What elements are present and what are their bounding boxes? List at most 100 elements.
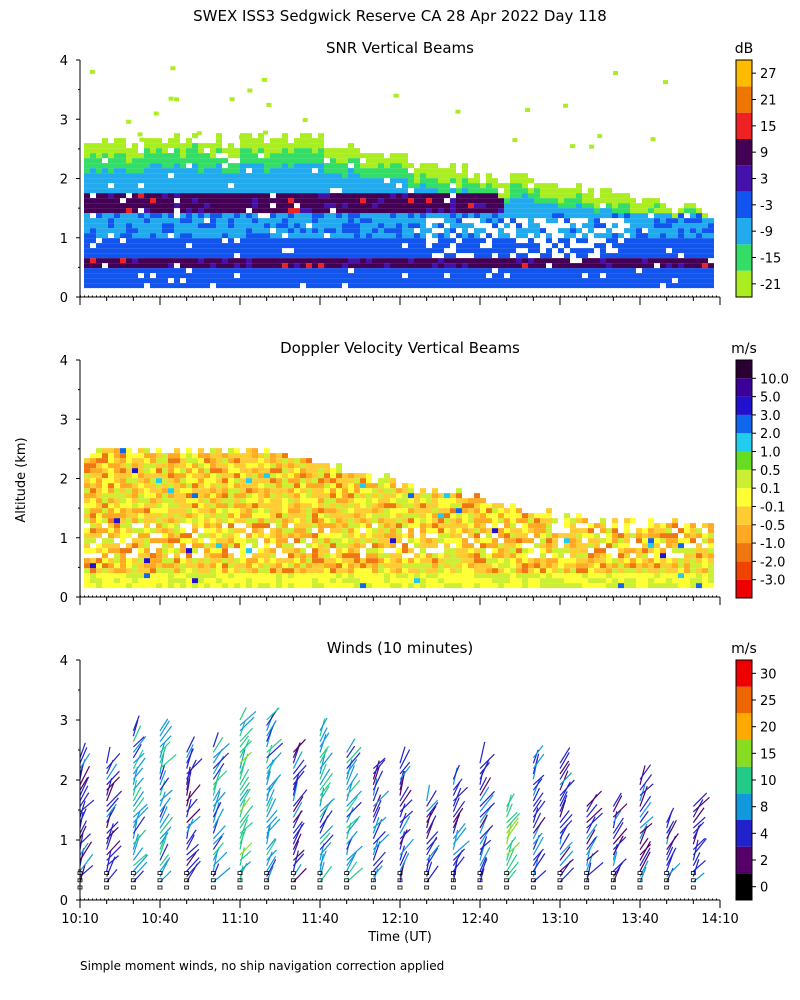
velocity-cell	[414, 503, 420, 509]
snr-cell	[582, 268, 588, 274]
snr-cell	[222, 218, 228, 224]
snr-cell	[198, 283, 204, 289]
snr-cell	[648, 268, 654, 274]
velocity-cell	[240, 468, 246, 474]
snr-cell	[246, 243, 252, 249]
velocity-cell	[390, 543, 396, 549]
velocity-cell	[156, 548, 162, 554]
velocity-cell	[444, 578, 450, 584]
velocity-cell	[126, 473, 132, 479]
snr-cell	[300, 213, 306, 219]
velocity-cell	[624, 553, 630, 559]
snr-cell	[150, 258, 156, 264]
wind-barb	[266, 774, 282, 791]
snr-cell	[114, 228, 120, 234]
snr-cell	[396, 278, 402, 284]
velocity-cell	[576, 538, 582, 544]
velocity-cell	[510, 533, 516, 539]
velocity-cell	[450, 528, 456, 534]
velocity-cell	[654, 568, 660, 574]
snr-cell	[534, 273, 540, 279]
snr-cell	[408, 233, 414, 239]
velocity-cell	[294, 558, 300, 564]
wind-barb	[239, 788, 251, 807]
snr-cell	[234, 168, 240, 174]
velocity-cell	[264, 523, 270, 529]
snr-cell	[168, 178, 174, 184]
snr-cell	[318, 163, 324, 169]
snr-cell	[342, 153, 348, 159]
snr-cell	[282, 148, 288, 154]
snr-cell	[600, 258, 606, 264]
snr-cell	[96, 198, 102, 204]
snr-cell	[234, 213, 240, 219]
snr-cell	[216, 258, 222, 264]
snr-cell	[84, 283, 90, 289]
snr-cell	[552, 213, 558, 219]
snr-cell	[126, 153, 132, 159]
velocity-cell	[408, 488, 414, 494]
snr-cell	[114, 163, 120, 169]
snr-cell	[516, 278, 522, 284]
snr-cell	[90, 178, 96, 184]
velocity-cell	[372, 578, 378, 584]
snr-cell	[312, 248, 318, 254]
snr-cell	[654, 203, 660, 209]
snr-cell	[594, 203, 600, 209]
snr-cell	[336, 258, 342, 264]
snr-cell	[108, 178, 114, 184]
snr-cell	[594, 258, 600, 264]
snr-cell	[294, 163, 300, 169]
velocity-cell	[282, 468, 288, 474]
snr-cell	[276, 163, 282, 169]
snr-cell	[264, 173, 270, 179]
snr-cell	[594, 263, 600, 269]
snr-cell	[510, 188, 516, 194]
velocity-cell	[132, 488, 138, 494]
snr-cell	[294, 243, 300, 249]
snr-cell	[114, 258, 120, 264]
velocity-cell	[516, 513, 522, 519]
snr-cell	[198, 253, 204, 259]
colorbar-segment	[736, 360, 752, 379]
snr-cell	[258, 218, 264, 224]
velocity-cell	[516, 543, 522, 549]
velocity-cell	[90, 528, 96, 534]
snr-cell	[294, 153, 300, 159]
wind-barb	[319, 785, 330, 802]
velocity-cell	[186, 448, 192, 454]
snr-cell	[450, 283, 456, 289]
velocity-cell	[330, 528, 336, 534]
velocity-cell	[576, 548, 582, 554]
y-tick-label: 2	[60, 173, 68, 188]
snr-cell	[378, 203, 384, 209]
snr-cell	[168, 193, 174, 199]
velocity-cell	[138, 508, 144, 514]
snr-cell	[216, 133, 222, 139]
snr-cell	[348, 248, 354, 254]
velocity-cell	[120, 558, 126, 564]
snr-cell	[324, 243, 330, 249]
snr-cell	[456, 223, 462, 229]
snr-cell	[210, 203, 216, 209]
velocity-cell	[198, 503, 204, 509]
snr-cell	[480, 198, 486, 204]
velocity-cell	[372, 488, 378, 494]
velocity-cell	[162, 468, 168, 474]
snr-cell	[420, 208, 426, 214]
snr-cell	[252, 253, 258, 259]
snr-cell	[247, 88, 253, 93]
velocity-cell	[570, 578, 576, 584]
velocity-cell	[96, 533, 102, 539]
snr-cell	[384, 193, 390, 199]
snr-cell	[456, 258, 462, 264]
velocity-cell	[390, 568, 396, 574]
velocity-cell	[594, 543, 600, 549]
snr-cell	[348, 213, 354, 219]
velocity-cell	[438, 513, 444, 519]
snr-cell	[474, 208, 480, 214]
velocity-cell	[102, 568, 108, 574]
velocity-cell	[654, 553, 660, 559]
snr-cell	[528, 213, 534, 219]
snr-cell	[300, 208, 306, 214]
